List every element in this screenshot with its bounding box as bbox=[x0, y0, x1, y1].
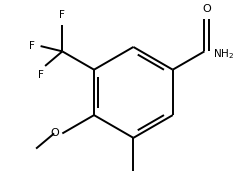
Text: NH$_2$: NH$_2$ bbox=[213, 47, 234, 61]
Text: F: F bbox=[29, 41, 35, 51]
Text: O: O bbox=[50, 128, 59, 138]
Text: F: F bbox=[60, 10, 65, 20]
Text: F: F bbox=[38, 70, 44, 80]
Text: O: O bbox=[202, 3, 211, 14]
